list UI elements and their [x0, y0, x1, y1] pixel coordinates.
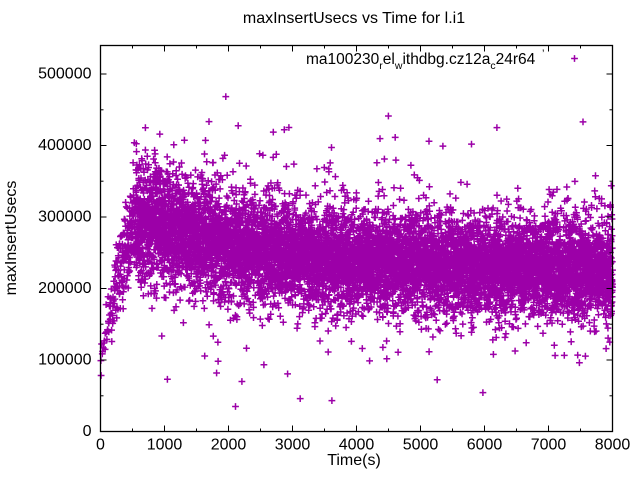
svg-text:1000: 1000: [147, 437, 183, 454]
svg-text:3000: 3000: [275, 437, 311, 454]
svg-text:4000: 4000: [339, 437, 375, 454]
svg-text:200000: 200000: [38, 280, 91, 297]
svg-text:8000: 8000: [595, 437, 631, 454]
svg-text:Time(s): Time(s): [327, 452, 381, 469]
svg-text:maxInsertUsecs: maxInsertUsecs: [3, 181, 20, 296]
svg-text:7000: 7000: [531, 437, 567, 454]
svg-text:maxInsertUsecs vs Time for l.i: maxInsertUsecs vs Time for l.i1: [243, 10, 465, 27]
svg-text:5000: 5000: [403, 437, 439, 454]
svg-text:0: 0: [96, 437, 105, 454]
svg-text:6000: 6000: [467, 437, 503, 454]
svg-text:400000: 400000: [38, 137, 91, 154]
svg-text:300000: 300000: [38, 209, 91, 226]
svg-text:500000: 500000: [38, 66, 91, 83]
svg-text:0: 0: [83, 423, 92, 440]
svg-text:’: ’: [542, 48, 544, 60]
svg-text:100000: 100000: [38, 352, 91, 369]
svg-text:2000: 2000: [211, 437, 247, 454]
